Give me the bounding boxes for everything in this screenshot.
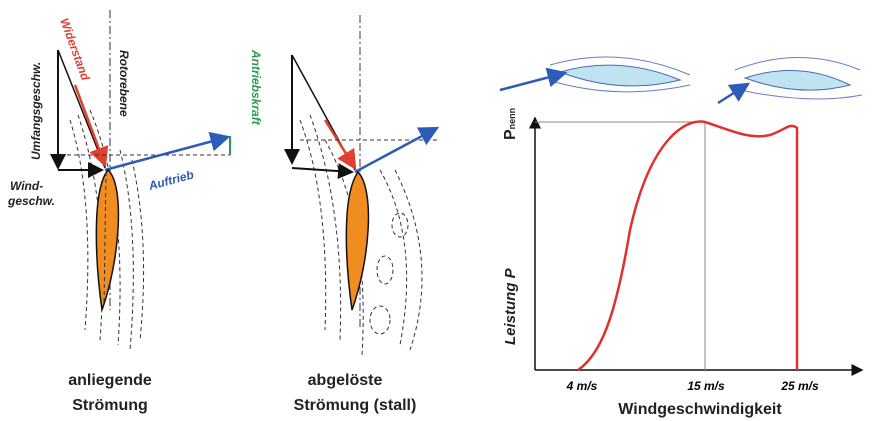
attached-flow-diagram: Widerstand Rotorebene Umfangsgeschw. Ant… — [7, 10, 263, 414]
speed-label: Umfangsgeschw. — [29, 62, 43, 160]
caption: abgelöste — [308, 372, 383, 389]
curve — [577, 120, 799, 372]
airfoil — [95, 168, 120, 311]
x-tick-label: 4 m/s — [566, 379, 598, 393]
x-tick-label: 25 m/s — [780, 379, 819, 393]
power-curve: Pnenn Leistung P 4 m/s 15 m/s 25 m/s Win… — [499, 56, 864, 418]
x-axis-label: Windgeschwindigkeit — [618, 401, 782, 418]
caption: Strömung (stall) — [294, 397, 417, 414]
drive-label: Antriebskraft — [249, 49, 263, 126]
drag-arrow — [73, 84, 109, 168]
chord — [103, 171, 107, 306]
wind-label: geschw. — [7, 194, 55, 208]
rotor-plane-label: Rotorebene — [117, 50, 131, 117]
x-tick-label: 15 m/s — [687, 379, 725, 393]
rated-power-label: Pnenn — [502, 108, 519, 140]
drag-label: Widerstand — [57, 16, 93, 83]
lift-arrow — [104, 131, 231, 172]
y-axis-label: Leistung P — [502, 267, 519, 345]
wind-label: Wind- — [10, 179, 43, 193]
stalled-flow-diagram: abgelöste Strömung (stall) — [284, 15, 440, 414]
caption: anliegende — [68, 372, 152, 389]
lift-label: Auftrieb — [146, 167, 195, 193]
caption: Strömung — [72, 397, 148, 414]
